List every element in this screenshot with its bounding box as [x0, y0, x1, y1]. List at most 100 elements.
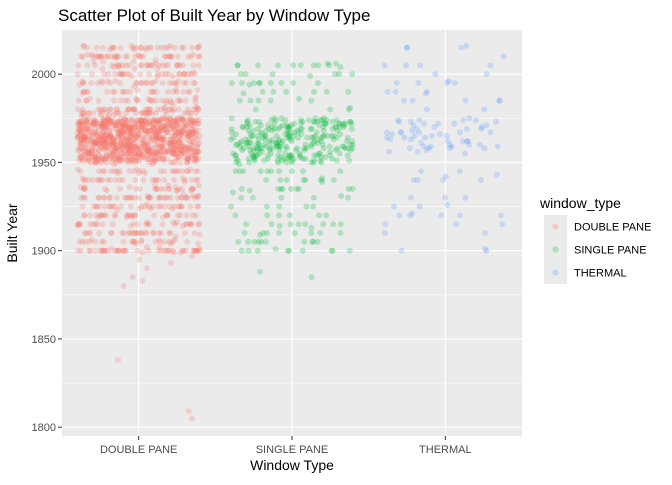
data-point [183, 136, 190, 143]
data-point [96, 203, 103, 210]
data-point [109, 154, 116, 161]
data-point [100, 139, 107, 146]
data-point [301, 145, 308, 152]
data-point [264, 203, 271, 210]
data-point [87, 247, 94, 254]
data-point [100, 116, 107, 123]
data-point [74, 146, 81, 153]
data-point [95, 53, 102, 60]
data-point [170, 141, 177, 148]
data-point [95, 97, 102, 104]
data-point [80, 79, 87, 86]
data-point [175, 138, 182, 145]
data-point [345, 185, 352, 192]
data-point [88, 138, 95, 145]
data-point [124, 141, 131, 148]
data-point [177, 212, 184, 219]
data-point [121, 129, 128, 136]
data-point [171, 168, 178, 175]
data-point [159, 62, 166, 69]
data-point [141, 139, 148, 146]
data-point [152, 131, 159, 138]
data-point [101, 138, 108, 145]
data-point [82, 229, 89, 236]
data-point [103, 152, 110, 159]
data-point [330, 176, 337, 183]
data-point [184, 106, 191, 113]
data-point [232, 141, 239, 148]
data-point [92, 125, 99, 132]
data-point [153, 148, 160, 155]
data-point [146, 127, 153, 134]
data-point [182, 143, 189, 150]
data-point [125, 143, 132, 150]
data-point [75, 118, 82, 125]
data-point [277, 143, 284, 150]
data-point [104, 78, 111, 85]
data-point [341, 143, 348, 150]
data-point [182, 131, 189, 138]
data-point [238, 247, 245, 254]
data-point [151, 155, 158, 162]
data-point [285, 124, 292, 131]
data-point [177, 62, 184, 69]
data-point [174, 194, 181, 201]
data-point [240, 168, 247, 175]
data-point [100, 129, 107, 136]
data-point [256, 231, 263, 238]
data-point [340, 124, 347, 131]
data-point [183, 122, 190, 129]
data-point [134, 138, 141, 145]
data-point [183, 212, 190, 219]
data-point [151, 129, 158, 136]
data-point [101, 134, 108, 141]
data-point [167, 125, 174, 132]
data-point [192, 131, 199, 138]
data-point [153, 136, 160, 143]
data-point [145, 152, 152, 159]
data-point [135, 152, 142, 159]
data-point [194, 120, 201, 127]
data-point [183, 194, 190, 201]
data-point [117, 203, 124, 210]
data-point [242, 136, 249, 143]
data-point [247, 97, 254, 104]
data-point [97, 212, 104, 219]
data-point [144, 148, 151, 155]
data-point [130, 46, 137, 53]
data-point [189, 252, 196, 259]
data-point [159, 71, 166, 78]
data-point [174, 120, 181, 127]
data-point [422, 90, 429, 97]
data-point [175, 154, 182, 161]
data-point [130, 129, 137, 136]
data-point [255, 146, 262, 153]
data-point [151, 157, 158, 164]
data-point [114, 152, 121, 159]
data-point [100, 106, 107, 113]
data-point [99, 124, 106, 131]
data-point [109, 88, 116, 95]
data-point [169, 168, 176, 175]
data-point [81, 152, 88, 159]
data-point [180, 88, 187, 95]
data-point [287, 154, 294, 161]
y-tick-label: 1850 [32, 334, 56, 346]
data-point [83, 118, 90, 125]
data-point [156, 120, 163, 127]
data-point [124, 118, 131, 125]
data-point [127, 124, 134, 131]
data-point [98, 145, 105, 152]
data-point [190, 118, 197, 125]
data-point [295, 221, 302, 228]
data-point [299, 247, 306, 254]
data-point [96, 134, 103, 141]
data-point [349, 138, 356, 145]
data-point [126, 132, 133, 139]
data-point [152, 134, 159, 141]
data-point [253, 152, 260, 159]
data-point [299, 155, 306, 162]
data-point [160, 155, 167, 162]
data-point [192, 152, 199, 159]
data-point [108, 53, 115, 60]
